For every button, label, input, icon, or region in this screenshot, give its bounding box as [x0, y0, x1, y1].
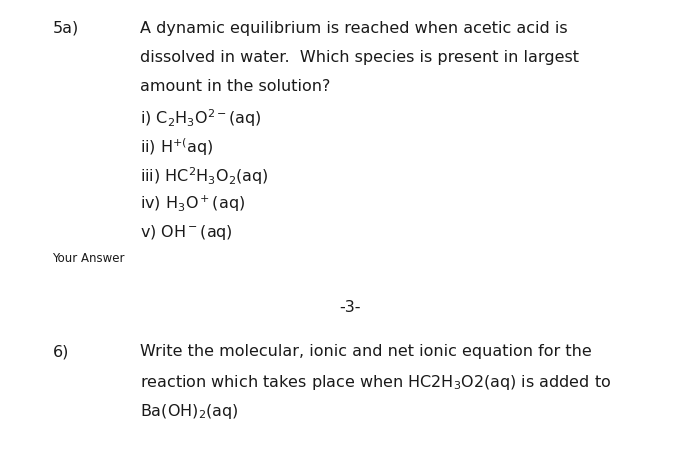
Text: Write the molecular, ionic and net ionic equation for the: Write the molecular, ionic and net ionic… [140, 344, 592, 359]
Text: A dynamic equilibrium is reached when acetic acid is: A dynamic equilibrium is reached when ac… [140, 21, 568, 36]
Text: -3-: -3- [340, 300, 360, 315]
Text: reaction which takes place when HC2H$_3$O2(aq) is added to: reaction which takes place when HC2H$_3$… [140, 373, 611, 392]
Text: Your Answer: Your Answer [52, 252, 125, 265]
Text: amount in the solution?: amount in the solution? [140, 79, 330, 93]
Text: dissolved in water.  Which species is present in largest: dissolved in water. Which species is pre… [140, 50, 579, 65]
Text: v) $\mathrm{OH^-}$(aq): v) $\mathrm{OH^-}$(aq) [140, 223, 233, 242]
Text: iv) $\mathrm{H_3O^+}$(aq): iv) $\mathrm{H_3O^+}$(aq) [140, 194, 245, 214]
Text: $\mathrm{Ba(OH)_2}$(aq): $\mathrm{Ba(OH)_2}$(aq) [140, 402, 239, 421]
Text: 5a): 5a) [52, 21, 78, 36]
Text: ii) $\mathrm{H^{+(}}$aq): ii) $\mathrm{H^{+(}}$aq) [140, 136, 214, 158]
Text: i) $\mathrm{C_2H_3O^{2-}}$(aq): i) $\mathrm{C_2H_3O^{2-}}$(aq) [140, 107, 262, 129]
Text: 6): 6) [52, 344, 69, 359]
Text: iii) $\mathrm{HC^2H_3O_2}$(aq): iii) $\mathrm{HC^2H_3O_2}$(aq) [140, 165, 269, 187]
